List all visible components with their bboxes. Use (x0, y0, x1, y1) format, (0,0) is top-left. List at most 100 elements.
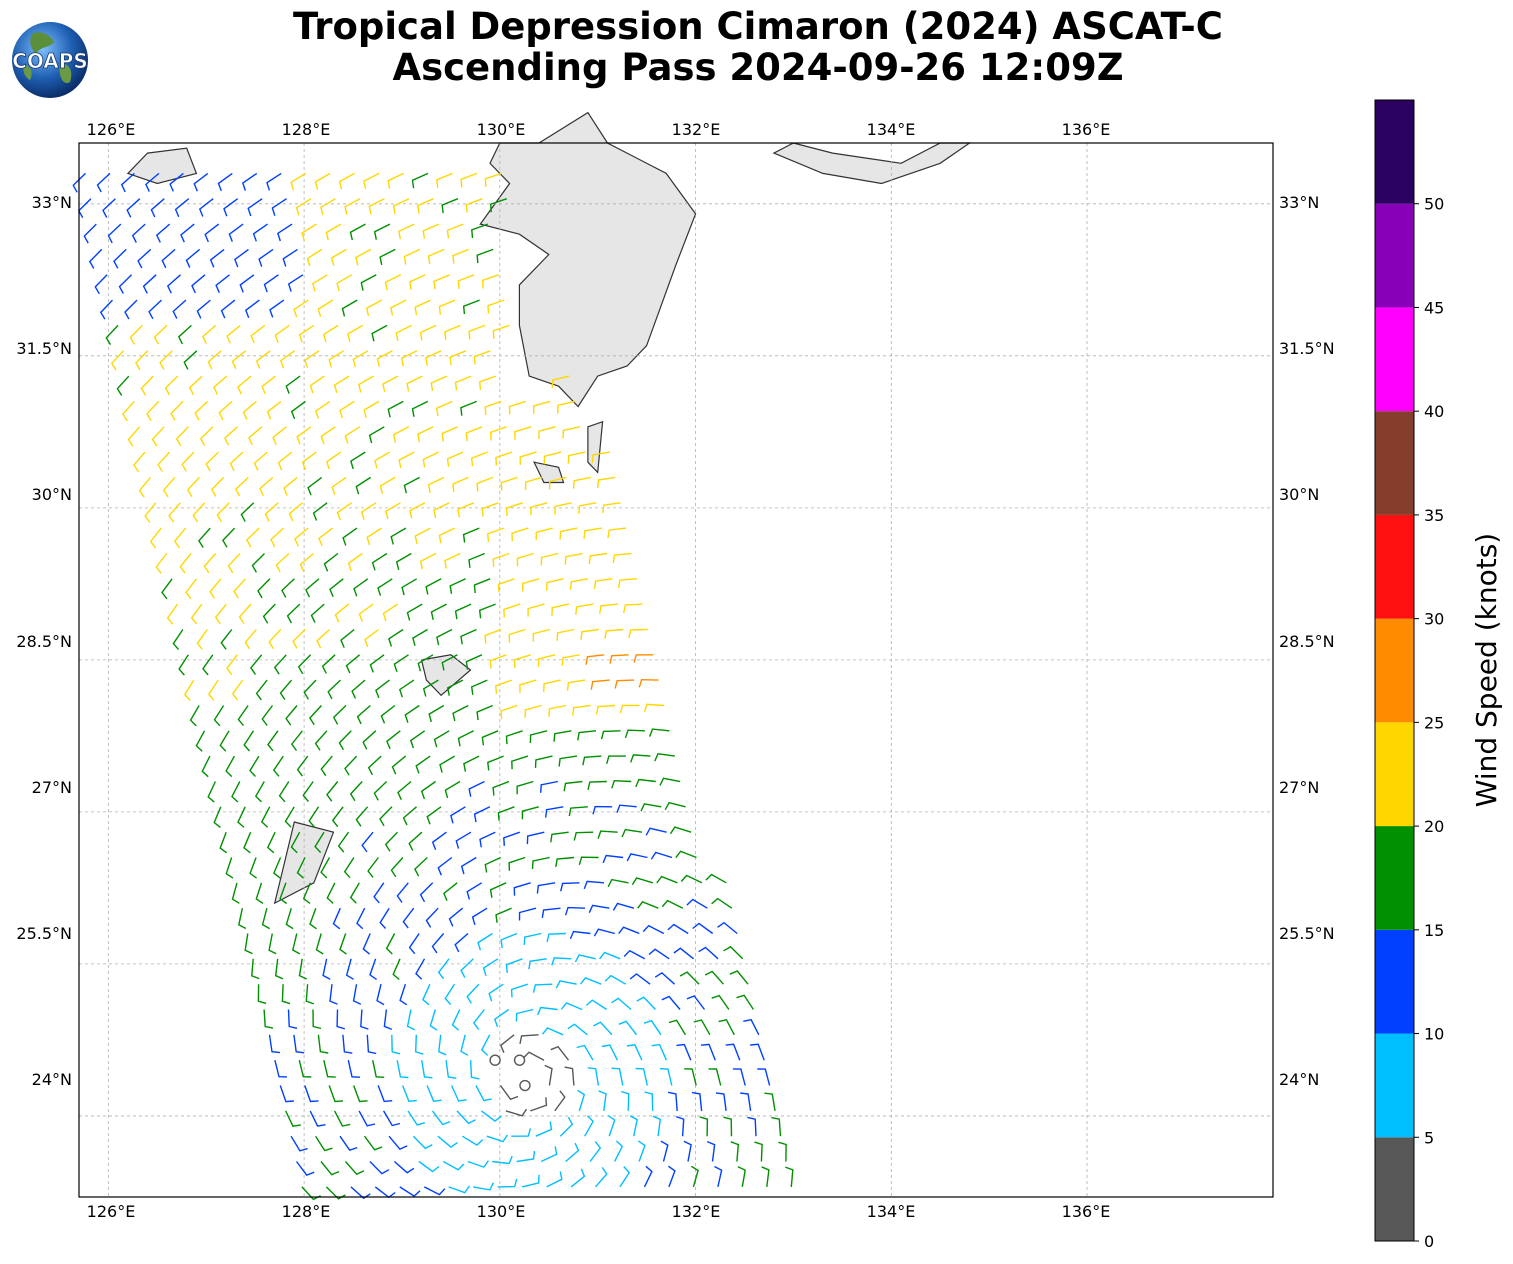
wind-barb (462, 1135, 484, 1146)
wind-barb (628, 628, 648, 638)
wind-barb (343, 857, 355, 879)
wind-barb (224, 426, 238, 446)
wind-barb (94, 274, 108, 295)
wind-barb (190, 603, 203, 625)
wind-barb (174, 198, 190, 218)
wind-barb (659, 1068, 673, 1086)
wind-barb (207, 350, 222, 370)
colorbar-tick-label: 20 (1424, 817, 1444, 836)
wind-barb (420, 780, 437, 800)
wind-barb (257, 984, 267, 1005)
wind-barb (131, 223, 146, 243)
wind-barb (414, 299, 431, 316)
lon-label-top: 134°E (867, 120, 916, 139)
wind-barb (446, 451, 464, 467)
wind-barb (159, 350, 173, 370)
wind-barb (594, 1167, 608, 1188)
wind-barb (263, 1009, 274, 1029)
wind-barb (287, 1009, 298, 1029)
wind-barb (382, 375, 399, 393)
wind-barb (686, 898, 708, 909)
wind-barb (444, 324, 461, 340)
wind-barb (484, 172, 502, 187)
wind-barb (562, 426, 581, 439)
wind-barb (285, 375, 301, 394)
wind-barb (373, 882, 385, 904)
wind-barb (523, 932, 542, 946)
wind-barb (169, 172, 184, 192)
wind-barb (262, 603, 276, 624)
wind-barb (582, 755, 602, 766)
wind-barb (736, 994, 754, 1010)
wind-barb (177, 324, 192, 345)
wind-barb (426, 806, 442, 825)
wind-barb (457, 274, 475, 289)
wind-barb (356, 907, 366, 930)
wind-barb (195, 730, 206, 752)
wind-barb (248, 426, 263, 446)
wind-barb (344, 426, 361, 444)
wind-barb (715, 1092, 727, 1111)
wind-barb (366, 527, 382, 546)
wind-barb (537, 654, 556, 667)
lon-label-bottom: 128°E (282, 1202, 331, 1221)
wind-barb (377, 1085, 393, 1103)
wind-barb (226, 654, 238, 676)
wind-barb (623, 949, 646, 960)
wind-barb (508, 628, 526, 643)
colorbar-tick-label: 25 (1424, 713, 1444, 732)
wind-barb (575, 603, 594, 615)
wind-barb (332, 705, 347, 725)
wind-barb (673, 947, 695, 960)
lon-labels-top: 126°E 128°E 130°E 132°E 134°E 136°E (87, 120, 1111, 139)
wind-barb (495, 679, 513, 694)
wind-barb (550, 1045, 570, 1061)
wind-barb (441, 198, 459, 214)
wind-barb (404, 704, 420, 723)
wind-barb (266, 831, 276, 854)
wind-barb (414, 1034, 424, 1055)
lon-label-top: 130°E (477, 120, 526, 139)
wind-barb (379, 476, 396, 494)
wind-barb (486, 1134, 508, 1143)
colorbar-tick-label: 40 (1424, 402, 1444, 421)
wind-barb (317, 299, 334, 317)
wind-barb (314, 831, 325, 853)
wind-barb (423, 1186, 446, 1196)
wind-barb (446, 223, 464, 239)
wind-barb (675, 850, 697, 859)
wind-barb (268, 933, 277, 955)
wind-barb (406, 1009, 416, 1031)
wind-barb (358, 1110, 376, 1127)
wind-barb (347, 324, 363, 342)
wind-barb (83, 223, 97, 244)
wind-barb (408, 933, 420, 955)
wind-barb (438, 527, 456, 544)
wind-barb (455, 831, 472, 849)
wind-barb (353, 1085, 368, 1103)
wind-barb (527, 603, 545, 617)
wind-barb (161, 248, 176, 269)
wind-barb (555, 980, 577, 989)
wind-barb (584, 1115, 594, 1137)
wind-barb (135, 350, 149, 371)
wind-barb (162, 476, 176, 498)
wind-barb (436, 172, 453, 188)
wind-barb (258, 248, 274, 267)
wind-barb (261, 705, 274, 726)
wind-barb (660, 1140, 669, 1162)
wind-barb (295, 198, 312, 216)
wind-barb (611, 1067, 624, 1086)
wind-barb (199, 426, 214, 446)
wind-barb (500, 932, 518, 948)
wind-barb (654, 753, 675, 762)
landmass (273, 821, 335, 905)
wind-barb (587, 1067, 600, 1086)
lon-label-top: 136°E (1062, 120, 1111, 139)
wind-barb (387, 172, 404, 189)
wind-barb (417, 654, 434, 672)
wind-barb (468, 324, 486, 340)
wind-barb (543, 679, 561, 692)
wind-barb (785, 1166, 794, 1187)
wind-barb (757, 1068, 771, 1086)
